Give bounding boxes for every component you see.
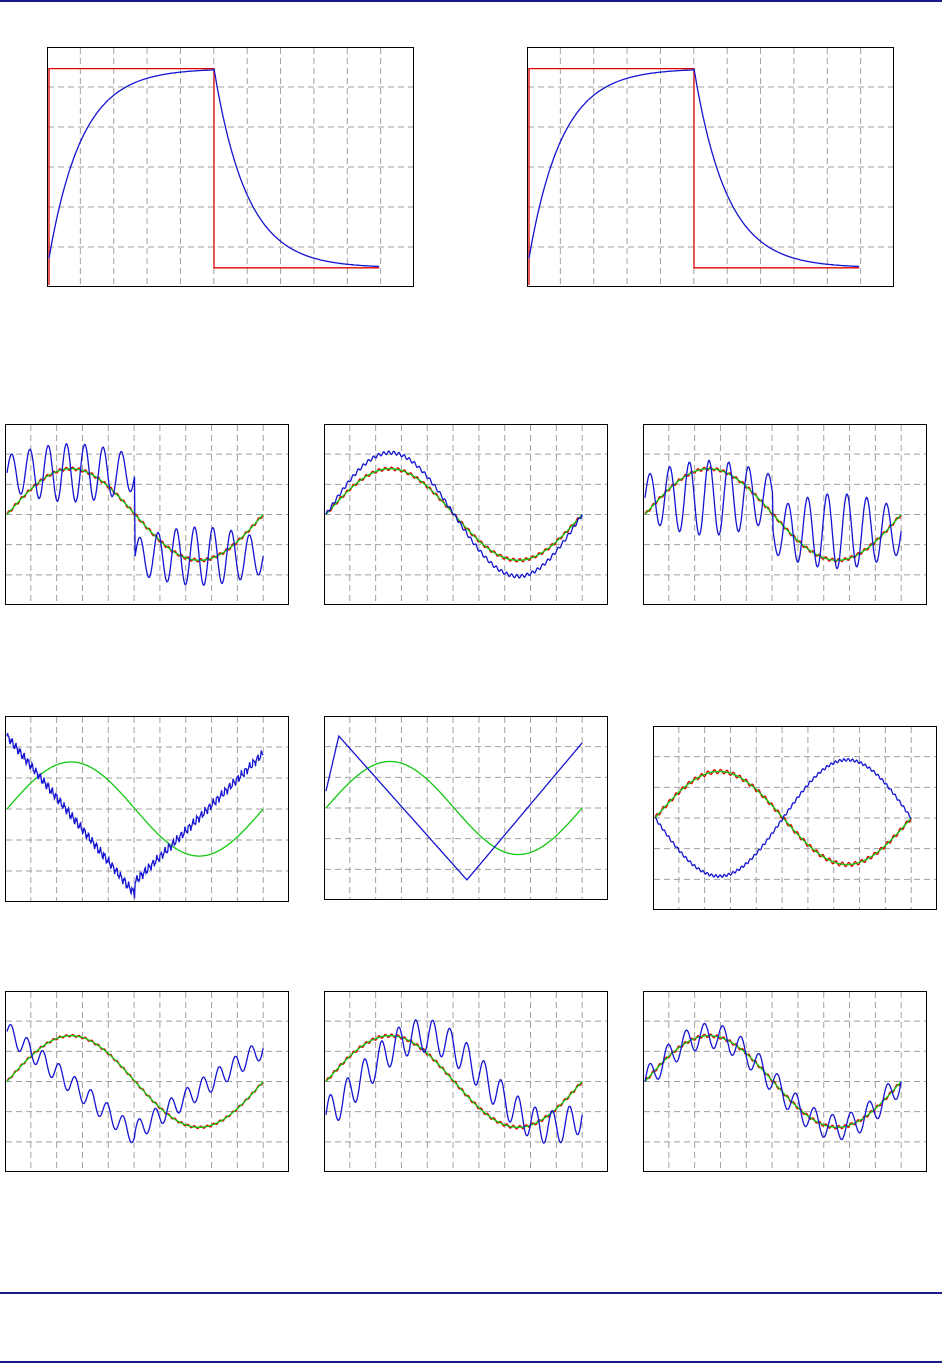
sine-response-chart-1	[5, 424, 289, 605]
series-line	[528, 68, 860, 268]
sine-response-chart-3	[643, 424, 927, 605]
chart-svg	[5, 716, 289, 902]
sine-response-chart-9	[643, 991, 927, 1172]
chart-svg	[324, 424, 608, 605]
series-line	[644, 1022, 902, 1141]
series-line	[325, 760, 583, 856]
series-line	[325, 734, 583, 881]
series-line	[6, 732, 264, 899]
series-line	[6, 1023, 264, 1144]
sine-response-chart-7	[5, 991, 289, 1172]
series-line	[325, 450, 583, 579]
chart-svg	[643, 424, 927, 605]
bottom-rule-2	[0, 1361, 942, 1363]
chart-svg	[5, 424, 289, 605]
series-line	[6, 442, 264, 587]
chart-svg	[324, 991, 608, 1172]
top-rule	[0, 0, 942, 2]
sine-response-chart-5	[324, 716, 608, 900]
chart-svg	[653, 726, 937, 910]
series-line	[325, 1019, 583, 1144]
sine-response-chart-2	[324, 424, 608, 605]
series-line	[325, 1035, 583, 1128]
series-line	[6, 761, 264, 857]
bottom-rule-1	[0, 1292, 942, 1294]
sine-response-chart-4	[5, 716, 289, 902]
series-line	[644, 459, 902, 570]
chart-svg	[527, 47, 894, 287]
chart-svg	[324, 716, 608, 900]
step-response-chart-2	[527, 47, 894, 287]
sine-response-chart-6	[653, 726, 937, 910]
series-line	[6, 1035, 264, 1128]
step-response-chart-1	[47, 47, 414, 287]
chart-svg	[643, 991, 927, 1172]
chart-svg	[5, 991, 289, 1172]
series-line	[654, 757, 912, 879]
chart-svg	[47, 47, 414, 287]
sine-response-chart-8	[324, 991, 608, 1172]
series-line	[48, 68, 380, 268]
